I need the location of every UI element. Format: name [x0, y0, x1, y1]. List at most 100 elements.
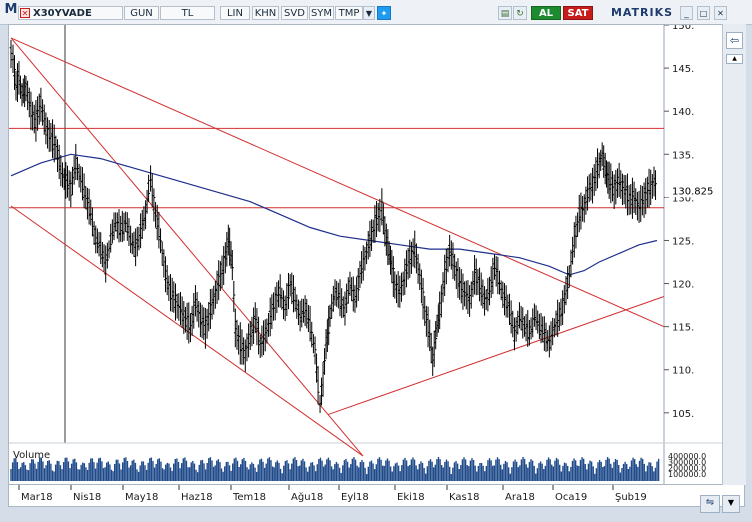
volume-bar: [117, 459, 119, 481]
volume-tick-label: 300000.0: [668, 458, 706, 467]
chart-icon[interactable]: ▤: [498, 6, 512, 20]
volume-bar: [239, 464, 242, 481]
volume-bar: [595, 468, 598, 481]
dropdown-icon[interactable]: ▼: [363, 6, 375, 20]
symbol-field[interactable]: X30YVADE: [18, 6, 123, 20]
minimize-icon[interactable]: _: [680, 6, 693, 20]
volume-bar: [535, 473, 537, 481]
volume-bar: [235, 457, 237, 481]
volume-bar: [259, 459, 261, 481]
volume-bar: [578, 465, 580, 481]
volume-bar: [157, 459, 159, 481]
volume-bar: [69, 468, 71, 481]
volume-bar: [552, 466, 555, 481]
volume-bar: [74, 458, 76, 481]
volume-bar: [412, 457, 414, 481]
volume-bar: [375, 464, 377, 481]
volume-bar: [281, 473, 283, 481]
volume-bar: [90, 458, 92, 481]
volume-bar: [557, 459, 559, 481]
volume-bar: [106, 462, 108, 481]
trendline[interactable]: [10, 37, 665, 328]
volume-bar: [216, 460, 218, 481]
y-tick-label: 130.: [672, 193, 694, 204]
trendline[interactable]: [10, 37, 364, 457]
settings-icon[interactable]: ▼: [722, 495, 740, 513]
sync-icon[interactable]: ⇋: [700, 495, 720, 513]
price-series: [9, 39, 658, 413]
trendline[interactable]: [327, 296, 665, 416]
close-icon[interactable]: ✕: [714, 6, 727, 20]
volume-bar: [598, 459, 601, 481]
volume-bar: [444, 461, 446, 481]
volume-bar: [91, 458, 94, 481]
volume-bar: [161, 468, 164, 481]
x-tick-label: Tem18: [232, 492, 266, 503]
scale-button[interactable]: LIN: [220, 6, 250, 20]
volume-bar: [244, 460, 247, 481]
volume-bar: [356, 465, 358, 481]
volume-bar: [527, 467, 529, 481]
volume-bar: [46, 460, 49, 481]
volume-bar: [453, 462, 456, 481]
volume-bar: [627, 469, 630, 481]
volume-bar: [144, 465, 146, 481]
maximize-icon[interactable]: □: [697, 6, 710, 20]
volume-bar: [225, 462, 228, 481]
volume-bar: [624, 461, 626, 481]
volume-bar: [385, 460, 387, 481]
volume-bar: [645, 471, 647, 481]
side-panel: ⇦ ▲: [722, 24, 746, 485]
volume-bar: [50, 463, 52, 481]
volume-bar: [587, 463, 590, 481]
volume-bar: [343, 460, 346, 481]
volume-bar: [208, 458, 210, 481]
price-chart[interactable]: 105. 110. 115. 120. 125. 130. 135. 140. 145. 150.…: [9, 25, 744, 484]
volume-bar: [160, 461, 162, 481]
volume-bar: [345, 458, 347, 481]
volume-bar: [626, 463, 628, 481]
khn-button[interactable]: KHN: [252, 6, 279, 20]
volume-bar: [433, 467, 435, 481]
volume-bar: [407, 466, 409, 481]
volume-bar: [141, 461, 143, 481]
volume-bar: [10, 469, 12, 481]
volume-bar: [630, 460, 633, 481]
volume-bar: [431, 461, 433, 481]
volume-bar: [638, 460, 641, 481]
volume-bar: [380, 459, 382, 481]
collapse-panel-icon[interactable]: ⇦: [726, 32, 743, 49]
volume-bar: [284, 460, 287, 481]
svd-button[interactable]: SVD: [281, 6, 308, 20]
refresh-icon[interactable]: ↻: [513, 6, 527, 20]
sell-button[interactable]: SAT: [563, 6, 593, 20]
twitter-icon[interactable]: ✦: [377, 6, 391, 20]
volume-bar: [308, 466, 310, 481]
period-button[interactable]: GUN: [124, 6, 159, 20]
volume-bar: [115, 459, 117, 481]
volume-bar: [399, 471, 401, 481]
volume-bar: [142, 461, 145, 481]
volume-bar: [361, 459, 363, 481]
volume-bar: [635, 464, 637, 481]
volume-bar: [53, 471, 55, 481]
chart-panel[interactable]: 105. 110. 115. 120. 125. 130. 135. 140. 145. 150.…: [8, 24, 745, 485]
volume-bar: [136, 469, 138, 481]
volume-bar: [586, 469, 588, 481]
scroll-up-icon[interactable]: ▲: [726, 54, 743, 64]
close-symbol-icon[interactable]: ✕: [20, 8, 30, 18]
sym-button[interactable]: SYM: [309, 6, 334, 20]
volume-bar: [506, 462, 508, 481]
volume-bar: [656, 461, 658, 481]
volume-bar: [94, 468, 97, 481]
volume-bar: [410, 459, 413, 481]
volume-bar: [461, 459, 464, 481]
currency-button[interactable]: TL: [160, 6, 215, 20]
volume-bar: [643, 463, 645, 481]
tmp-button[interactable]: TMP: [335, 6, 363, 20]
volume-bar: [233, 458, 236, 481]
buy-button[interactable]: AL: [531, 6, 561, 20]
volume-bar: [330, 466, 333, 481]
y-tick-label: 115.: [672, 323, 694, 334]
volume-bar: [249, 464, 251, 481]
